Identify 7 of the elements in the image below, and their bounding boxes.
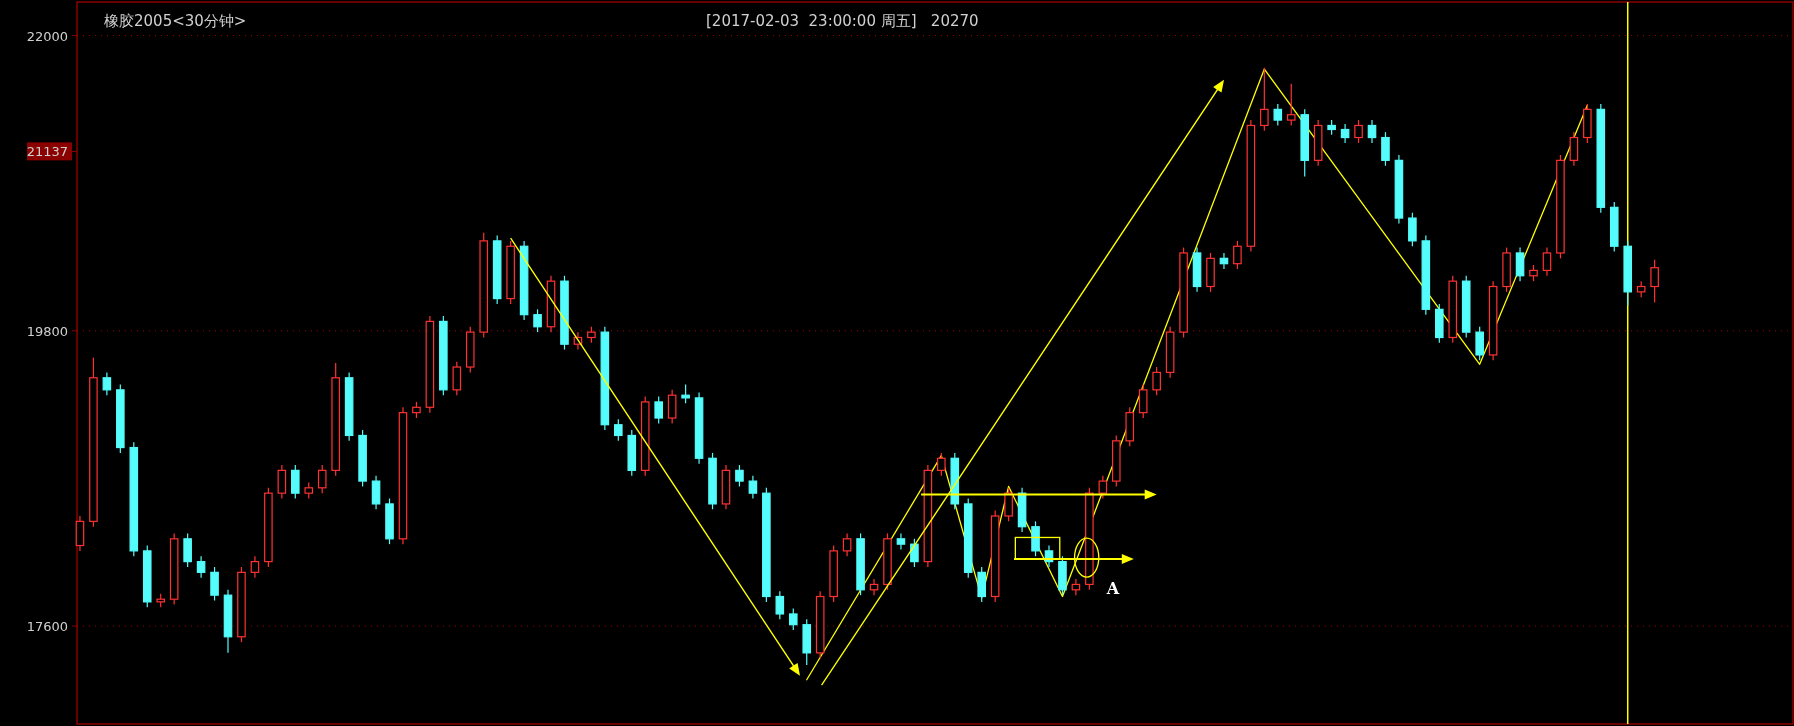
ytick: 22000 — [26, 28, 68, 44]
ytick: 19800 — [26, 323, 68, 339]
ytick: 21137 — [26, 144, 68, 160]
subtitle: [2017-02-03 23:00:00 周五] 20270 — [706, 12, 979, 30]
annotation: A — [1106, 579, 1120, 599]
title: 橡胶2005<30分钟> — [104, 12, 247, 30]
ytick: 17600 — [26, 619, 68, 635]
